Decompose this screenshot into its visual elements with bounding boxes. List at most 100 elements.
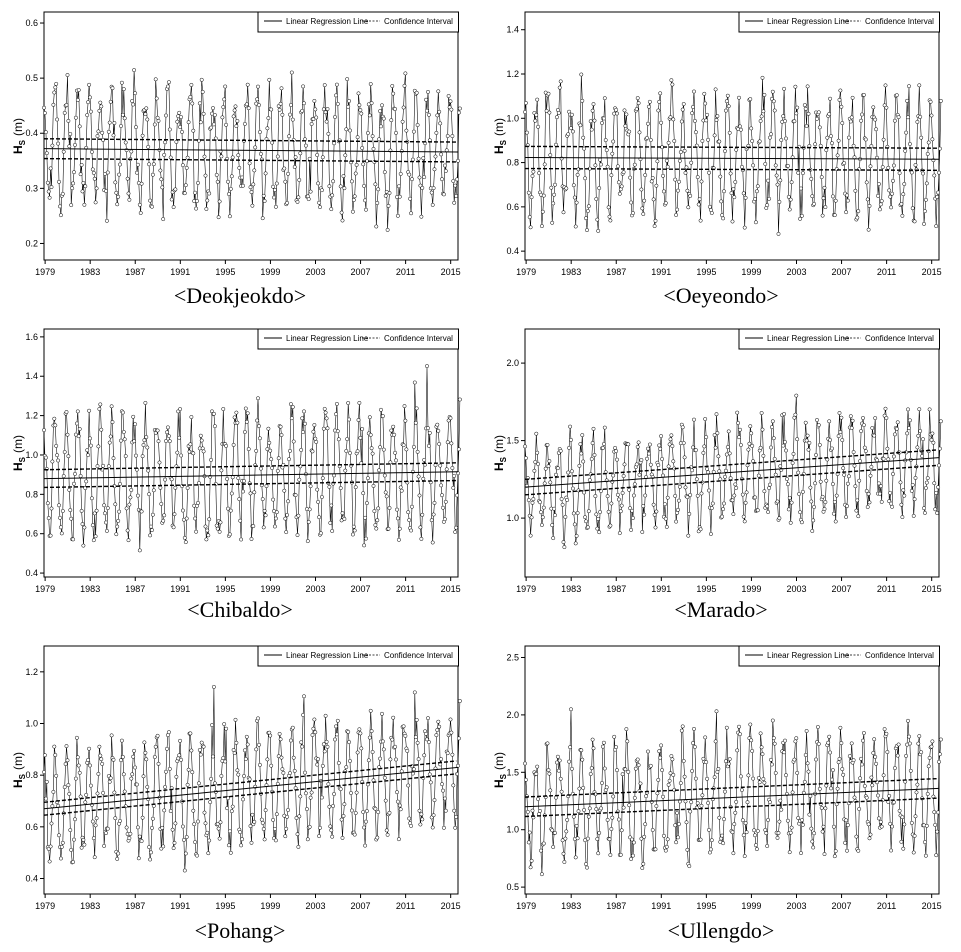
hs-point bbox=[420, 512, 425, 517]
hs-point bbox=[283, 179, 288, 184]
hs-point bbox=[706, 801, 711, 805]
hs-point bbox=[784, 448, 788, 453]
hs-point bbox=[287, 457, 291, 462]
hs-point bbox=[635, 96, 640, 101]
hs-point bbox=[313, 436, 318, 441]
hs-point bbox=[632, 482, 637, 487]
hs-point bbox=[799, 818, 804, 823]
hs-point bbox=[654, 804, 659, 809]
hs-point bbox=[763, 162, 768, 166]
hs-point bbox=[229, 174, 234, 179]
hs-point bbox=[656, 463, 661, 468]
hs-point bbox=[682, 455, 687, 460]
hs-point bbox=[820, 829, 825, 834]
hs-point bbox=[403, 733, 408, 738]
chart-caption-1: <Oeyeondo> bbox=[663, 283, 779, 308]
y-axis-label: HS(m) bbox=[492, 752, 508, 788]
hs-point bbox=[898, 480, 903, 485]
x-tick-label: 2011 bbox=[396, 584, 415, 594]
hs-point bbox=[415, 740, 420, 745]
hs-point bbox=[127, 197, 132, 202]
hs-point bbox=[539, 224, 544, 229]
hs-point bbox=[846, 474, 851, 479]
hs-point bbox=[437, 109, 442, 114]
hs-point bbox=[252, 168, 257, 173]
hs-point bbox=[892, 766, 897, 771]
hs-point bbox=[254, 747, 259, 752]
hs-point bbox=[127, 836, 132, 841]
hs-point bbox=[554, 472, 558, 477]
hs-point bbox=[784, 136, 788, 141]
hs-point bbox=[242, 774, 246, 778]
hs-point bbox=[589, 766, 594, 771]
hs-point bbox=[617, 191, 622, 196]
hs-point bbox=[836, 138, 841, 143]
hs-point bbox=[802, 103, 807, 108]
hs-point bbox=[380, 739, 385, 744]
hs-point bbox=[735, 748, 740, 753]
hs-point bbox=[772, 741, 777, 746]
hs-point bbox=[811, 845, 816, 850]
hs-point bbox=[64, 744, 69, 749]
hs-point bbox=[243, 406, 248, 411]
hs-point bbox=[873, 754, 878, 759]
hs-point bbox=[691, 741, 695, 746]
hs-point bbox=[571, 183, 576, 188]
hs-point bbox=[452, 473, 457, 478]
hs-point bbox=[816, 110, 821, 115]
hs-point bbox=[170, 827, 175, 832]
hs-point bbox=[180, 129, 184, 134]
hs-point bbox=[558, 448, 563, 453]
x-tick-label: 1979 bbox=[35, 267, 55, 277]
hs-point bbox=[160, 185, 165, 190]
hs-point bbox=[830, 141, 834, 146]
hs-point bbox=[161, 217, 166, 222]
hs-point bbox=[110, 86, 115, 91]
hs-point bbox=[719, 199, 724, 204]
hs-point bbox=[50, 143, 55, 148]
y-tick-label: 2.0 bbox=[506, 358, 519, 368]
y-tick-label: 0.8 bbox=[25, 770, 38, 780]
hs-point bbox=[861, 731, 866, 735]
hs-point bbox=[319, 188, 324, 193]
hs-point bbox=[242, 479, 246, 483]
hs-point bbox=[534, 431, 539, 436]
hs-point bbox=[306, 520, 311, 524]
hs-point bbox=[716, 766, 721, 771]
hs-point bbox=[531, 497, 536, 502]
hs-point bbox=[147, 492, 152, 497]
hs-point bbox=[723, 149, 727, 154]
hs-point bbox=[891, 472, 895, 476]
hs-point bbox=[824, 783, 829, 788]
hs-point bbox=[685, 188, 690, 193]
legend-regression-label: Linear Regression Line bbox=[286, 17, 369, 26]
hs-point bbox=[317, 515, 322, 520]
hs-point bbox=[364, 536, 368, 541]
hs-point bbox=[849, 741, 854, 746]
hs-point bbox=[646, 104, 651, 109]
hs-point bbox=[643, 173, 648, 178]
hs-point bbox=[276, 456, 281, 461]
hs-point bbox=[430, 540, 435, 545]
hs-point bbox=[296, 195, 301, 200]
hs-point bbox=[363, 198, 368, 203]
hs-point bbox=[244, 734, 249, 739]
y-tick-label: 1.0 bbox=[506, 113, 519, 123]
hs-point bbox=[390, 84, 395, 88]
hs-point bbox=[547, 771, 552, 776]
hs-point bbox=[581, 135, 586, 140]
hs-point bbox=[705, 776, 710, 781]
hs-point bbox=[720, 833, 725, 838]
hs-point bbox=[452, 200, 457, 205]
hs-point bbox=[66, 783, 71, 788]
hs-point bbox=[741, 514, 746, 519]
hs-point bbox=[732, 493, 737, 498]
hs-point bbox=[934, 490, 939, 495]
hs-point bbox=[782, 750, 787, 755]
x-tick-label: 1979 bbox=[35, 584, 55, 594]
hs-point bbox=[888, 194, 893, 199]
hs-point bbox=[856, 848, 861, 853]
hs-point bbox=[165, 425, 170, 430]
hs-point bbox=[755, 184, 760, 189]
hs-point bbox=[380, 103, 384, 108]
